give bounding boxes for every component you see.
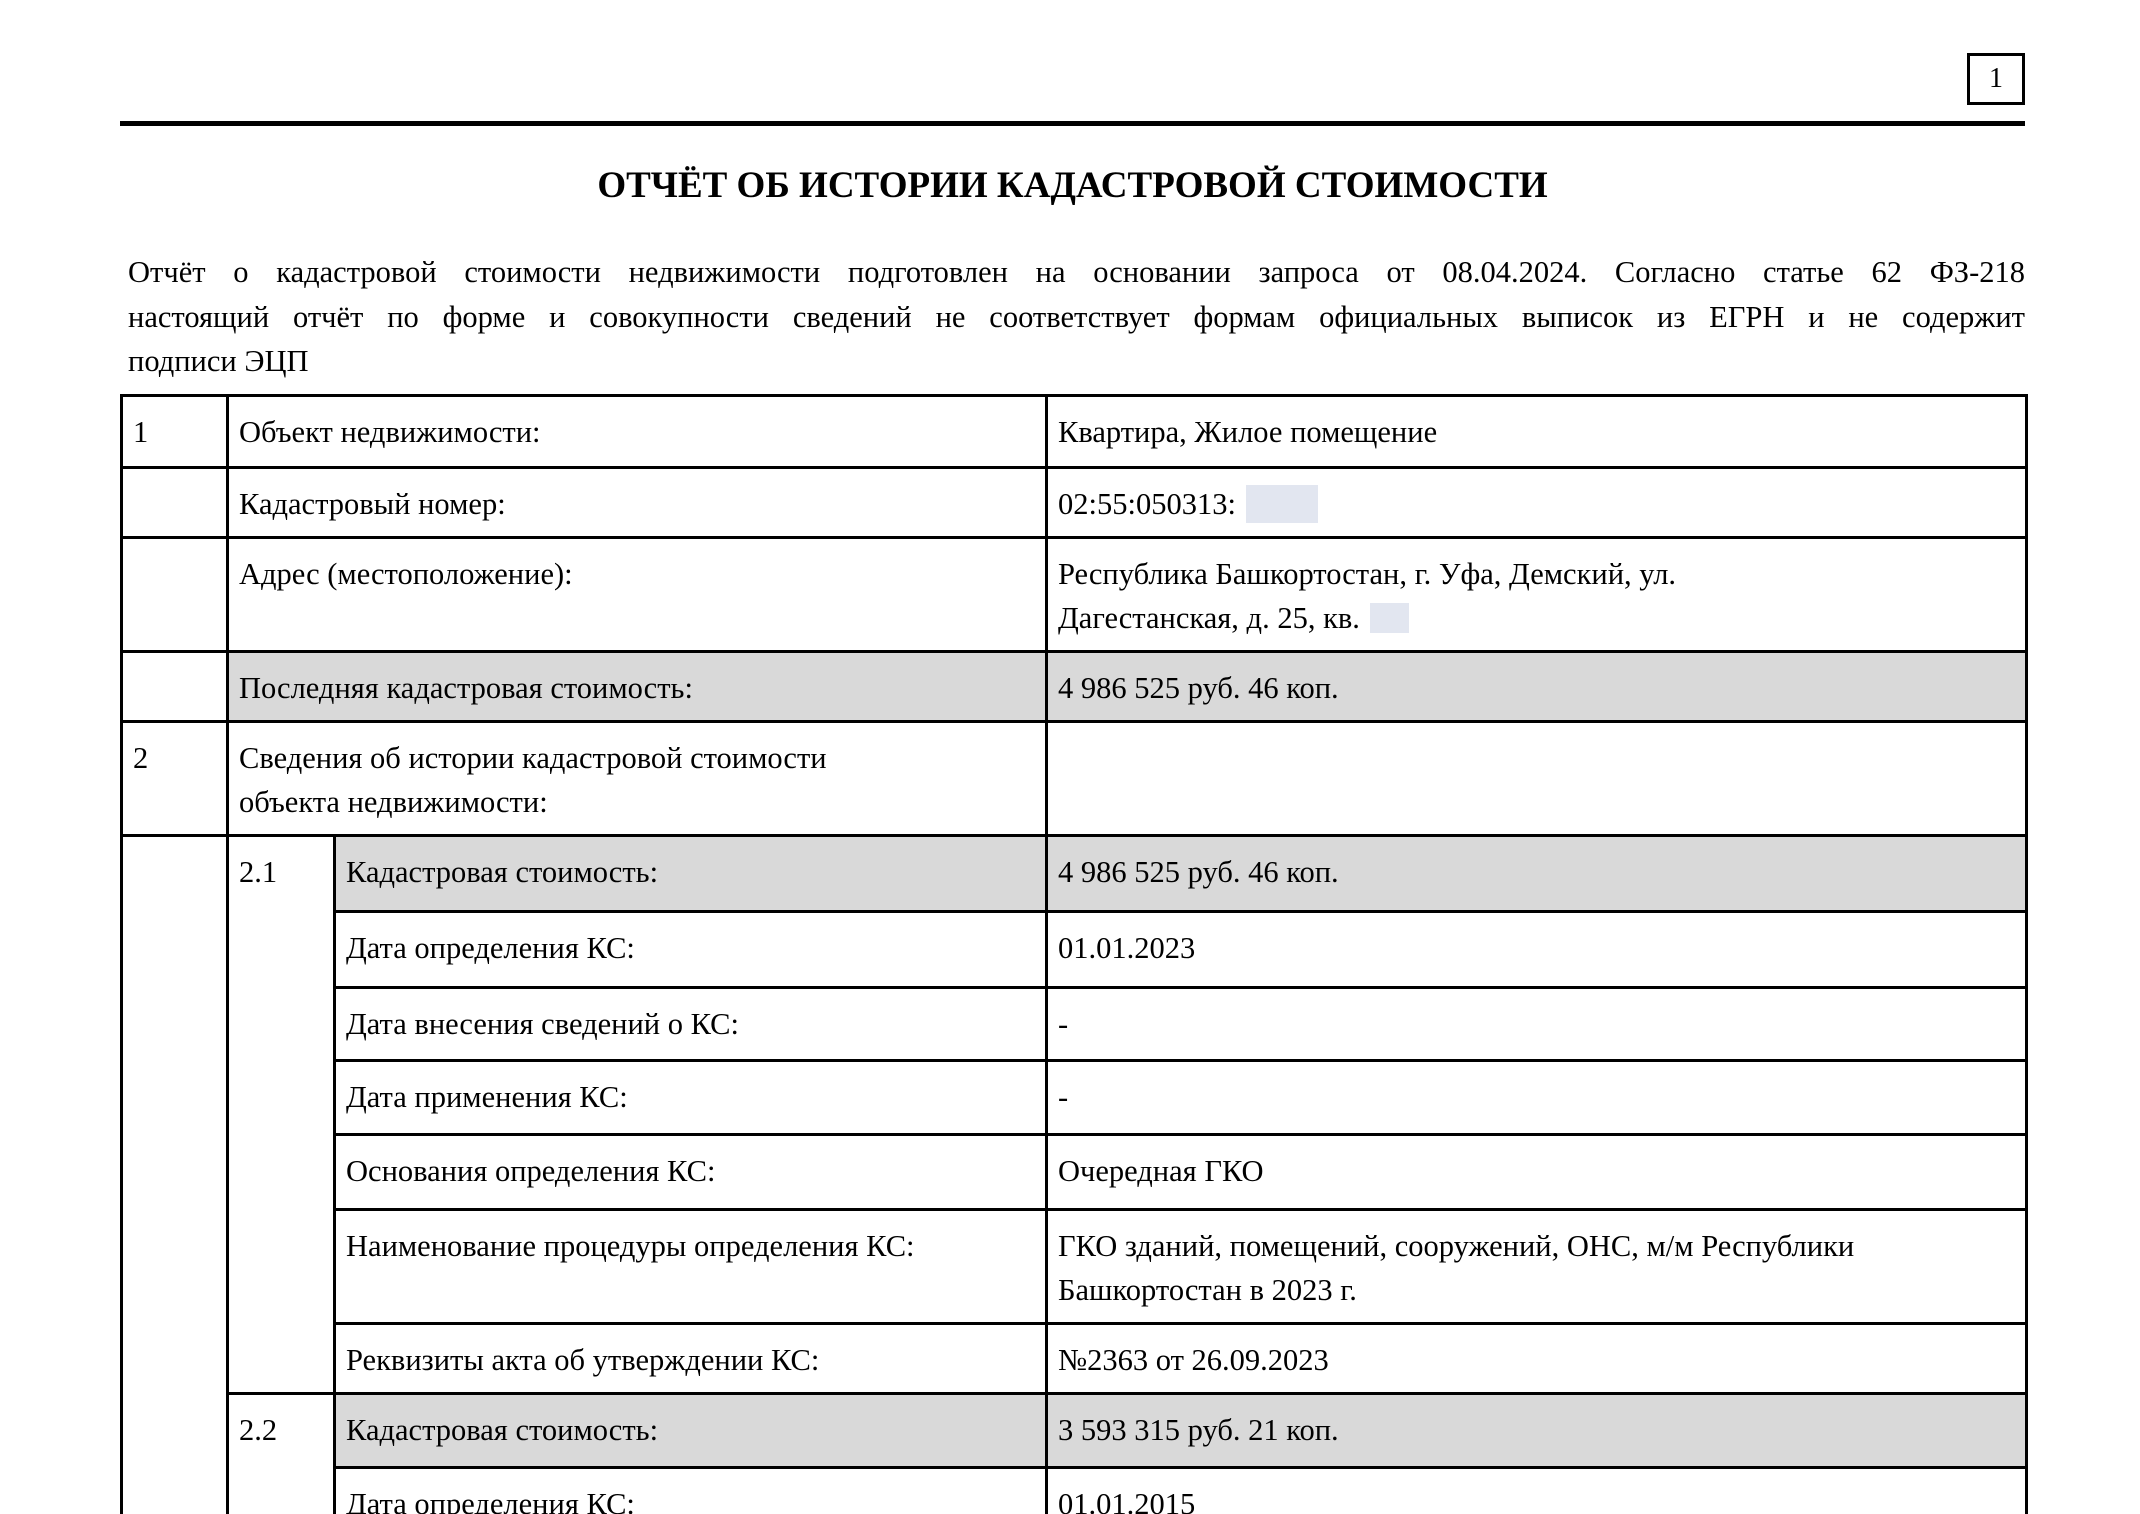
row-number-cell (120, 536, 229, 653)
field-value-cell: 01.01.2023 (1045, 910, 2028, 989)
field-value-cell: Квартира, Жилое помещение (1045, 394, 2028, 469)
field-value-cell (1045, 720, 2028, 837)
row-number-cell: 1 (120, 394, 229, 469)
field-value-cell: - (1045, 986, 2028, 1062)
intro-line: Отчёт о кадастровой стоимости недвижимос… (128, 255, 2025, 289)
table-row: Реквизиты акта об утверждении КС: №2363 о… (122, 1322, 2028, 1395)
field-value-cell: Очередная ГКО (1045, 1133, 2028, 1211)
field-label-cell: Объект недвижимости: (226, 394, 1048, 469)
field-label-cell: Основания определения КС: (333, 1133, 1048, 1211)
field-label-cell: Наименование процедуры определения КС: (333, 1208, 1048, 1325)
row-number-cell (120, 834, 229, 1514)
table-row: Дата внесения сведений о КС: - (122, 986, 2028, 1062)
intro-line: настоящий отчёт по форме и совокупности … (128, 299, 2025, 334)
header-rule (120, 121, 2025, 126)
field-value-cell: ГКО зданий, помещений, сооружений, ОНС, … (1045, 1208, 2028, 1325)
field-label-cell: Дата определения КС: (333, 1466, 1048, 1514)
table-row: Адрес (местоположение): Республика Башкор… (120, 536, 2028, 653)
intro-line: подписи ЭЦП (128, 344, 309, 378)
intro-paragraph: Отчёт о кадастровой стоимости недвижимос… (128, 250, 2025, 384)
table-row: Дата применения КС: - (122, 1059, 2028, 1136)
field-label-cell: Адрес (местоположение): (226, 536, 1048, 653)
field-label-cell: Кадастровый номер: (226, 466, 1048, 539)
table-row: 2.1 Кадастровая стоимость: 4 986 525 руб. … (120, 834, 2028, 1514)
field-label-cell: Реквизиты акта об утверждении КС: (333, 1322, 1048, 1395)
row-number-cell (120, 650, 229, 723)
field-label-cell: Последняя кадастровая стоимость: (226, 650, 1048, 723)
field-value-cell: 3 593 315 руб. 21 коп. (1045, 1392, 2028, 1469)
table-row: Основания определения КС: Очередная ГКО (122, 1133, 2028, 1211)
field-label-cell: Дата внесения сведений о КС: (333, 986, 1048, 1062)
row-subnumber-cell: 2.1 (226, 834, 336, 1395)
redaction-box (1245, 485, 1318, 523)
field-label-cell: Сведения об истории кадастровой стоимост… (226, 720, 1048, 837)
table-row: Наименование процедуры определения КС: ГК… (122, 1208, 2028, 1325)
field-label-cell: Дата применения КС: (333, 1059, 1048, 1136)
table-row: 2.2 Кадастровая стоимость: 3 593 315 руб. … (122, 1392, 2028, 1514)
report-table: 1 Объект недвижимости: Квартира, Жилое пом… (120, 394, 2028, 1514)
table-row: 1 Объект недвижимости: Квартира, Жилое пом… (120, 394, 2028, 469)
row-subnumber-cell: 2.2 (226, 1392, 336, 1514)
table-row: Дата определения КС: 01.01.2023 (122, 910, 2028, 989)
field-value-cell: Республика Башкортостан, г. Уфа, Демский… (1045, 536, 2028, 653)
redaction-box (1369, 603, 1409, 633)
page-number: 1 (1989, 63, 2003, 94)
report-title: ОТЧЁТ ОБ ИСТОРИИ КАДАСТРОВОЙ СТОИМОСТИ (597, 165, 1548, 206)
page-number-box: 1 (1967, 53, 2025, 105)
field-value-cell: 02:55:050313: (1045, 466, 2028, 539)
report-table-body: 1 Объект недвижимости: Квартира, Жилое пом… (120, 394, 2028, 1514)
field-value-cell: 01.01.2015 (1045, 1466, 2028, 1514)
field-label-cell: Кадастровая стоимость: (333, 834, 1048, 913)
field-label-cell: Дата определения КС: (333, 910, 1048, 989)
table-row: 2 Сведения об истории кадастровой стоимос… (120, 720, 2028, 837)
field-value-cell: 4 986 525 руб. 46 коп. (1045, 650, 2028, 723)
row-number-cell: 2 (120, 720, 229, 837)
row-number-cell (120, 466, 229, 539)
field-value-cell: - (1045, 1059, 2028, 1136)
field-label-cell: Кадастровая стоимость: (333, 1392, 1048, 1469)
field-value-cell: №2363 от 26.09.2023 (1045, 1322, 2028, 1395)
table-row: Дата определения КС: 01.01.2015 (122, 1466, 2028, 1514)
field-value-cell: 4 986 525 руб. 46 коп. (1045, 834, 2028, 913)
table-row: Последняя кадастровая стоимость: 4 986 52… (120, 650, 2028, 723)
table-row: Кадастровый номер: 02:55:050313: (120, 466, 2028, 539)
